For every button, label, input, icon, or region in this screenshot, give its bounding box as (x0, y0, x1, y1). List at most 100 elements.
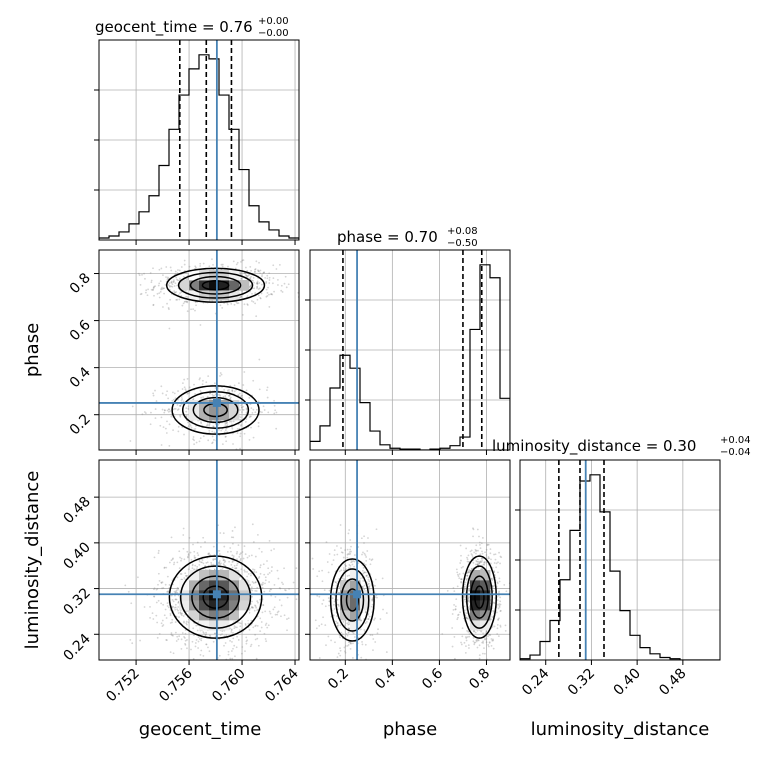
joint-geocent-time-phase-density-cell (229, 290, 240, 301)
joint-geocent-time-luminosity-distance-sample (251, 606, 253, 608)
joint-geocent-time-phase-sample (244, 266, 247, 269)
joint-geocent-time-luminosity-distance-sample (244, 650, 246, 653)
joint-geocent-time-luminosity-distance-sample (190, 648, 192, 651)
joint-geocent-time-phase-sample (261, 275, 263, 278)
joint-phase-luminosity-distance-sample (451, 627, 454, 629)
joint-phase-luminosity-distance-sample (457, 616, 459, 619)
joint-geocent-time-luminosity-distance-sample (282, 583, 284, 586)
joint-geocent-time-phase-sample (246, 276, 249, 278)
joint-geocent-time-phase-sample (182, 302, 185, 305)
joint-geocent-time-phase-sample (154, 285, 157, 288)
joint-geocent-time-phase-sample (211, 258, 213, 261)
joint-geocent-time-phase-sample (186, 377, 189, 380)
joint-geocent-time-luminosity-distance-sample (196, 541, 199, 544)
joint-geocent-time-phase-sample (174, 397, 177, 400)
joint-geocent-time-phase-sample (211, 430, 214, 433)
joint-geocent-time-luminosity-distance-sample (232, 555, 235, 558)
joint-geocent-time-luminosity-distance-sample (191, 563, 194, 566)
joint-phase-luminosity-distance-sample (335, 615, 338, 618)
joint-geocent-time-phase-sample (153, 294, 155, 297)
joint-geocent-time-luminosity-distance-sample (264, 576, 267, 579)
joint-geocent-time-phase-sample (143, 411, 146, 413)
joint-geocent-time-phase-ytick-label-0: 0.2 (67, 411, 94, 438)
joint-phase-luminosity-distance-sample (468, 605, 471, 608)
joint-phase-luminosity-distance-sample (321, 602, 324, 605)
joint-geocent-time-phase-sample (229, 420, 231, 423)
joint-geocent-time-luminosity-distance-sample (208, 650, 211, 653)
title-geocent-time: geocent_time = 0.76 (95, 18, 253, 37)
joint-geocent-time-luminosity-distance-sample (224, 642, 227, 644)
joint-phase-luminosity-distance-sample (484, 652, 486, 655)
joint-geocent-time-luminosity-distance-sample (233, 625, 236, 628)
joint-phase-luminosity-distance-sample (371, 597, 374, 599)
joint-geocent-time-luminosity-distance-sample (212, 563, 215, 566)
joint-geocent-time-phase-sample (158, 292, 161, 295)
joint-phase-luminosity-distance-sample (365, 559, 368, 562)
joint-geocent-time-luminosity-distance-sample (255, 571, 258, 574)
joint-geocent-time-phase-sample (248, 438, 251, 441)
joint-geocent-time-luminosity-distance-sample (264, 638, 267, 640)
joint-geocent-time-luminosity-distance-sample (264, 610, 267, 613)
joint-geocent-time-phase-sample (265, 282, 267, 285)
joint-geocent-time-luminosity-distance-sample (204, 633, 207, 636)
joint-phase-luminosity-distance-sample (488, 641, 491, 644)
joint-phase-luminosity-distance-sample (460, 566, 463, 569)
joint-phase-luminosity-distance-sample (364, 622, 367, 625)
joint-phase-luminosity-distance-sample (479, 547, 482, 550)
joint-geocent-time-phase-sample (152, 394, 155, 397)
joint-geocent-time-phase-contour-0-3 (165, 267, 266, 303)
joint-geocent-time-phase-sample (266, 295, 269, 297)
joint-geocent-time-luminosity-distance-sample (230, 550, 232, 553)
joint-geocent-time-phase-sample (172, 280, 175, 283)
joint-geocent-time-luminosity-distance-sample (199, 653, 202, 656)
joint-geocent-time-phase-sample (242, 259, 245, 262)
joint-geocent-time-phase-sample (252, 379, 255, 382)
xlabel-luminosity-distance: luminosity_distance (531, 719, 710, 740)
joint-geocent-time-luminosity-distance-sample (259, 598, 261, 601)
joint-geocent-time-luminosity-distance-sample (200, 637, 203, 640)
joint-geocent-time-luminosity-distance-sample (182, 662, 184, 664)
joint-geocent-time-luminosity-distance-contours (168, 555, 263, 639)
joint-geocent-time-phase-sample (242, 405, 245, 408)
joint-geocent-time-luminosity-distance-sample (260, 583, 262, 586)
joint-geocent-time-luminosity-distance-sample (193, 568, 196, 571)
joint-phase-luminosity-distance-sample (334, 581, 337, 584)
joint-geocent-time-luminosity-distance-sample (151, 612, 154, 615)
joint-geocent-time-phase-sample (165, 394, 168, 396)
joint-phase-luminosity-distance-sample (478, 654, 481, 657)
joint-geocent-time-phase-sample (163, 292, 165, 295)
joint-phase-luminosity-distance-sample (361, 577, 364, 579)
joint-geocent-time-luminosity-distance-density-cell (179, 590, 190, 601)
joint-geocent-time-luminosity-distance-sample (271, 566, 273, 568)
joint-geocent-time-phase-density-cell (209, 410, 220, 421)
joint-geocent-time-phase-sample (185, 300, 188, 303)
joint-geocent-time-luminosity-distance-sample (251, 581, 254, 583)
joint-phase-luminosity-distance-sample (347, 552, 350, 555)
joint-geocent-time-phase-sample (261, 274, 263, 276)
joint-phase-luminosity-distance-sample (488, 557, 491, 560)
joint-geocent-time-phase-sample (280, 284, 283, 287)
joint-geocent-time-phase-sample (275, 268, 278, 270)
joint-phase-luminosity-distance-sample (492, 639, 495, 642)
joint-geocent-time-luminosity-distance-sample (254, 581, 257, 584)
joint-phase-luminosity-distance-sample (324, 605, 327, 608)
joint-phase-luminosity-distance-sample (498, 606, 501, 608)
joint-geocent-time-luminosity-distance-sample (186, 639, 188, 641)
joint-geocent-time-phase-contour-0-1 (189, 275, 242, 295)
joint-geocent-time-luminosity-distance-sample (204, 568, 207, 571)
joint-geocent-time-luminosity-distance-sample (192, 543, 194, 546)
joint-phase-luminosity-distance-sample (362, 669, 364, 671)
joint-geocent-time-luminosity-distance-sample (192, 657, 195, 660)
joint-geocent-time-luminosity-distance-sample (237, 621, 239, 624)
joint-phase-luminosity-distance-sample (495, 566, 498, 569)
joint-geocent-time-phase-sample (249, 277, 251, 279)
joint-phase-luminosity-distance-sample (499, 610, 502, 612)
joint-geocent-time-phase-contour-1-1 (192, 396, 239, 424)
joint-geocent-time-luminosity-distance-density-cell (229, 600, 240, 611)
joint-phase-luminosity-distance-sample (484, 638, 486, 641)
joint-geocent-time-luminosity-distance-sample (185, 623, 188, 626)
joint-geocent-time-phase-sample (178, 298, 181, 301)
joint-phase-luminosity-distance-sample (467, 599, 469, 602)
joint-geocent-time-luminosity-distance-sample (254, 625, 257, 627)
joint-geocent-time-phase-sample (166, 390, 169, 393)
